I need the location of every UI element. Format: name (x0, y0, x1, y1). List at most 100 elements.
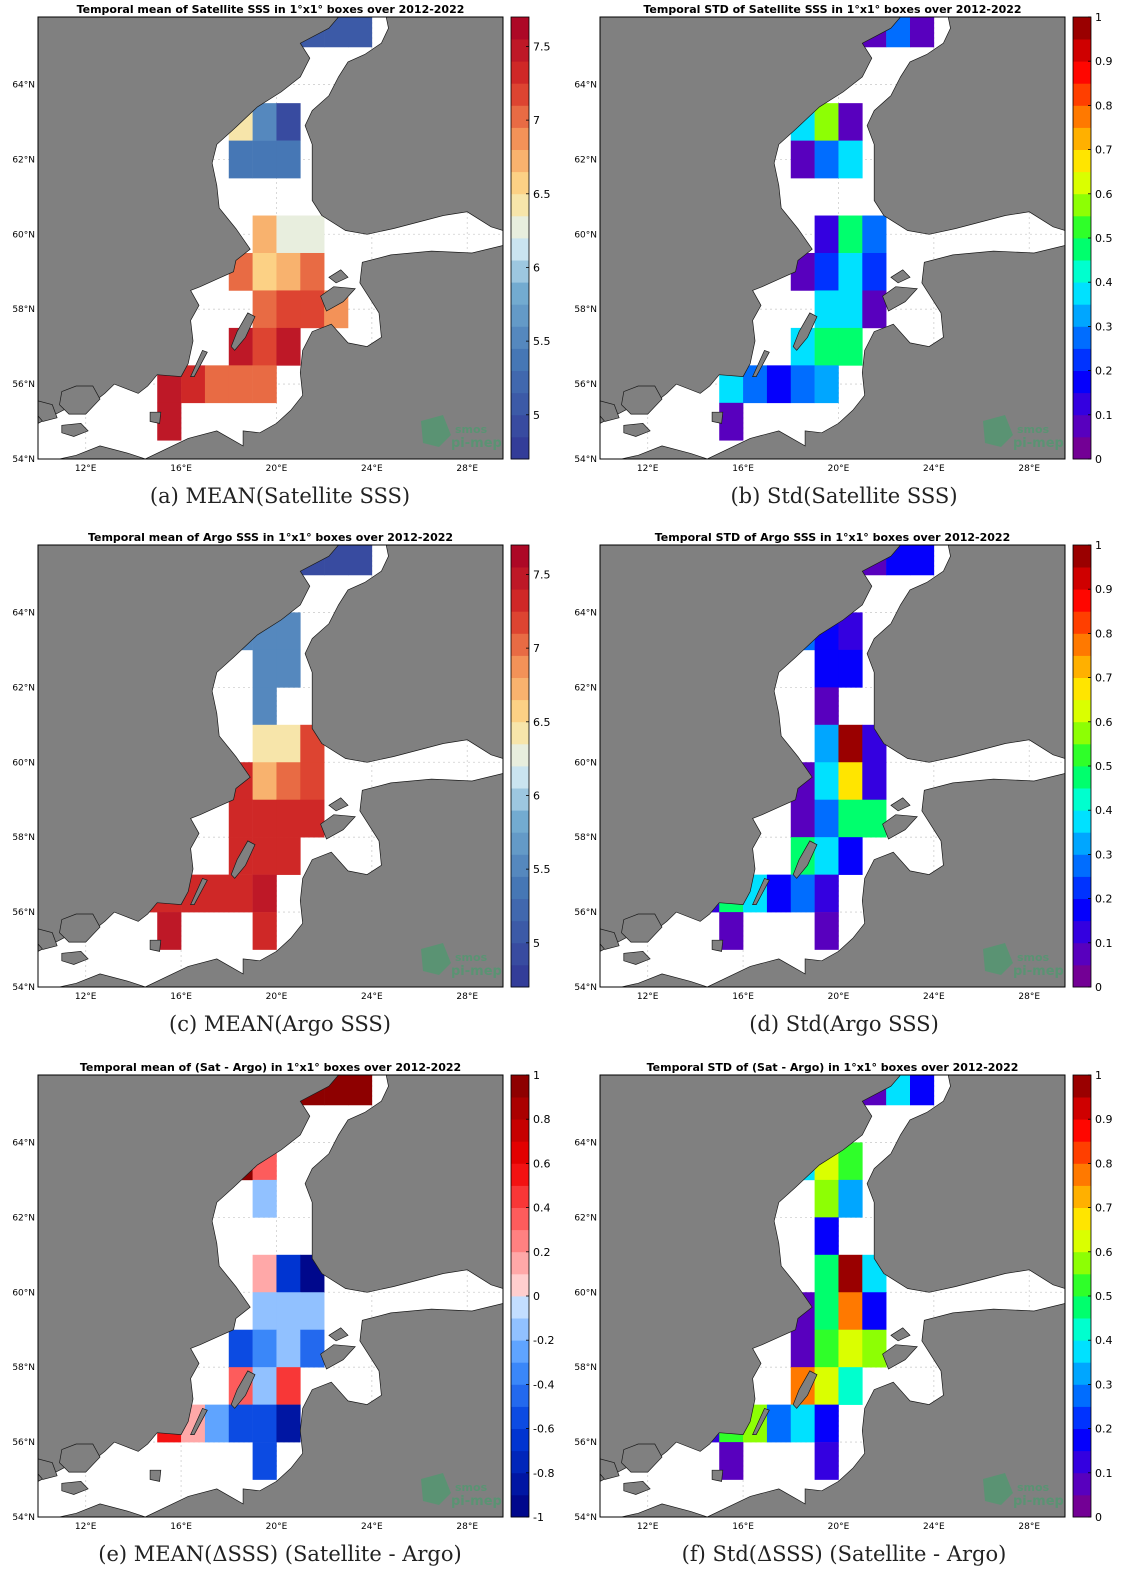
colorbar-step (511, 677, 529, 701)
colorbar-step (1073, 1141, 1091, 1164)
colorbar-step (511, 193, 529, 217)
x-tick-label: 24°E (923, 992, 945, 1002)
heatmap-cell (838, 649, 863, 688)
colorbar-step (1073, 61, 1091, 84)
colorbar-tick-label: 0.4 (1095, 1334, 1113, 1347)
logo-text: smos (455, 423, 488, 436)
heatmap-cell (814, 215, 839, 254)
heatmap-cell (300, 252, 325, 291)
heatmap-cell (348, 17, 373, 48)
heatmap-cell (838, 762, 863, 801)
colorbar-step (1073, 304, 1091, 327)
x-tick-label: 24°E (361, 464, 383, 474)
colorbar-step (1073, 1119, 1091, 1142)
heatmap-cell (814, 252, 839, 291)
heatmap-cell (228, 1404, 253, 1443)
colorbar-frame (510, 16, 530, 460)
heatmap-cell (814, 1254, 839, 1293)
colorbar-step (1073, 260, 1091, 283)
land-polygon (707, 245, 1065, 459)
heatmap-cell (838, 837, 863, 875)
colorbar-tick-label: 0.5 (1095, 232, 1113, 245)
logo-text: smos (455, 1481, 488, 1494)
heatmap-cell (790, 365, 815, 404)
colorbar-step (511, 545, 529, 568)
heatmap-cell (300, 762, 325, 801)
colorbar-step (511, 1318, 529, 1341)
colorbar-tick-label: 7 (533, 114, 540, 127)
x-tick-label: 20°E (266, 464, 288, 474)
colorbar-step (1073, 1428, 1091, 1452)
land-polygon (145, 1303, 503, 1517)
heatmap-cell (814, 140, 839, 179)
colorbar-tick-label: 0.6 (1095, 188, 1113, 201)
x-tick-label: 28°E (1018, 1522, 1040, 1532)
y-tick-label: 60°N (574, 758, 597, 768)
colorbar-step (1073, 1384, 1091, 1407)
heatmap-cell (252, 1329, 277, 1368)
colorbar-step (511, 854, 529, 877)
colorbar-step (1073, 545, 1091, 568)
heatmap-cell (252, 1367, 277, 1405)
heatmap-cell (838, 1292, 863, 1331)
heatmap-cell (838, 252, 863, 291)
land-polygon (711, 939, 724, 952)
colorbar-step (1073, 436, 1091, 460)
colorbar-tick-label: 0.4 (1095, 804, 1113, 817)
logo-text: pi-mep (1013, 436, 1064, 451)
land-polygon (59, 385, 101, 415)
land-polygon (752, 349, 770, 377)
y-tick-label: 60°N (574, 230, 597, 240)
chart-title: Temporal STD of Satellite SSS in 1°x1° b… (643, 3, 1021, 16)
colorbar-step (1073, 810, 1091, 833)
colorbar-step (511, 1384, 529, 1407)
map-panel: Temporal STD of (Sat - Argo) in 1°x1° bo… (574, 1061, 1129, 1547)
land-polygon (61, 423, 89, 437)
y-tick-label: 56°N (574, 380, 597, 390)
land-polygon (304, 545, 503, 763)
heatmap-cell (300, 290, 325, 329)
land-polygon (882, 1344, 918, 1370)
heatmap-cell (814, 1442, 839, 1480)
heatmap-cell (252, 1292, 277, 1331)
land-polygon (149, 411, 162, 424)
colorbar-step (1073, 1163, 1091, 1186)
y-tick-label: 56°N (12, 908, 35, 918)
colorbar-step (511, 766, 529, 789)
y-tick-label: 62°N (12, 155, 35, 165)
heatmap-cell (157, 402, 182, 441)
y-tick-label: 54°N (574, 983, 597, 993)
colorbar-step (1073, 1450, 1091, 1474)
x-tick-label: 16°E (170, 992, 192, 1002)
colorbar-step (1073, 1273, 1091, 1297)
colorbar-step (1073, 17, 1091, 40)
colorbar-step (511, 1406, 529, 1429)
colorbar-step (1073, 1207, 1091, 1231)
heatmap-cell (790, 799, 815, 838)
colorbar-tick-label: 0.7 (1095, 144, 1113, 157)
land-polygon (230, 312, 256, 351)
colorbar-step (1073, 83, 1091, 106)
heatmap-cell (838, 1367, 863, 1405)
land-polygon (600, 928, 620, 950)
y-tick-label: 62°N (12, 1213, 35, 1223)
heatmap-cell (862, 215, 887, 254)
colorbar-step (511, 39, 529, 62)
colorbar-step (1073, 699, 1091, 723)
x-tick-label: 16°E (732, 464, 754, 474)
y-tick-label: 58°N (574, 833, 597, 843)
colorbar-tick-label: 0.2 (1095, 365, 1113, 378)
y-tick-label: 54°N (12, 455, 35, 465)
panel-caption: (f) Std(ΔSSS) (Satellite - Argo) (681, 1542, 1007, 1566)
panel-caption: (c) MEAN(Argo SSS) (169, 1012, 391, 1036)
colorbar-step (1073, 743, 1091, 767)
colorbar-step (511, 149, 529, 173)
colorbar-step (511, 942, 529, 966)
map-panel: Temporal mean of Argo SSS in 1°x1° boxes… (12, 531, 573, 1017)
colorbar-step (511, 567, 529, 590)
land-polygon (890, 1327, 911, 1342)
colorbar-step (511, 1119, 529, 1142)
colorbar-tick-label: 0.3 (1095, 320, 1113, 333)
